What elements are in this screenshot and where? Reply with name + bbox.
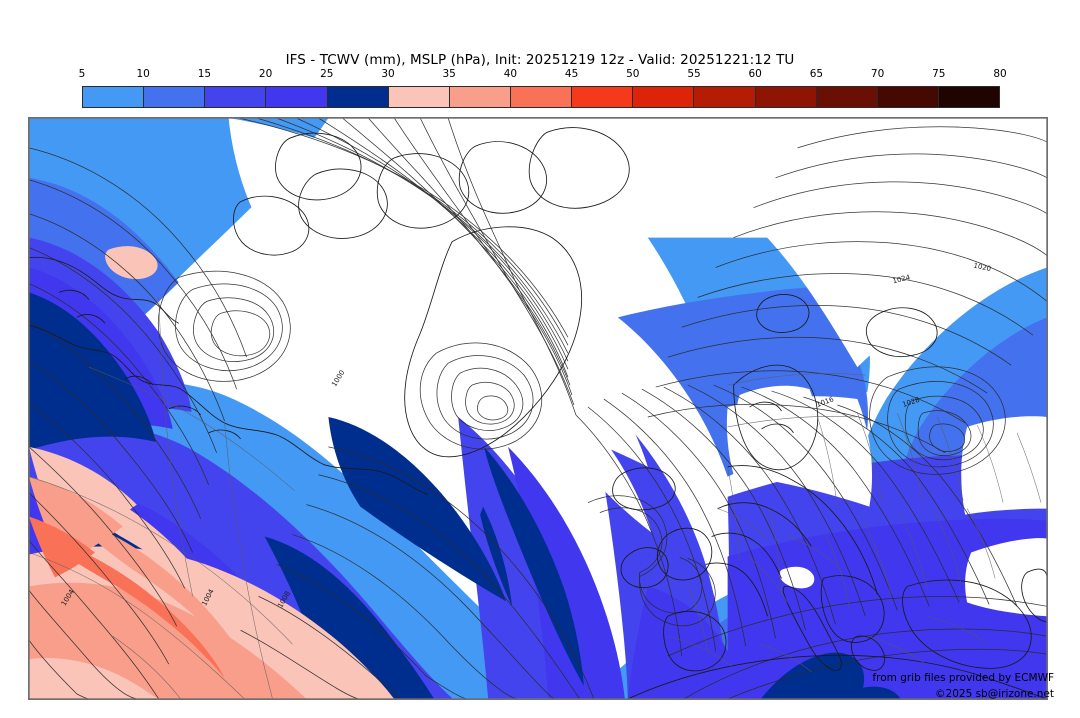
colorbar-band-40-45 xyxy=(510,87,573,107)
colorbar-tick-40: 40 xyxy=(503,68,518,80)
colorbar-tick-30: 30 xyxy=(381,68,395,80)
page-title: IFS - TCWV (mm), MSLP (hPa), Init: 20251… xyxy=(285,52,795,68)
colorbar-band-30-35 xyxy=(388,87,450,107)
colorbar-tick-35: 35 xyxy=(442,68,456,80)
colorbar-band-15-20 xyxy=(205,87,267,107)
credit-copyright: ©2025 sb@irizone.net xyxy=(935,688,1054,700)
colorbar-band-55-60 xyxy=(694,87,756,107)
colorbar-band-45-50 xyxy=(572,87,634,107)
colorbar-tick-5: 5 xyxy=(78,68,86,80)
colorbar-tick-labels: 5 10 15 20 25 30 35 40 45 50 55 60 65 70 75 80 xyxy=(78,68,1007,82)
colorbar-tick-70: 70 xyxy=(870,68,885,80)
colorbar-band-75-80 xyxy=(938,87,1000,107)
colorbar-band-20-25 xyxy=(266,87,328,107)
colorbar-bands xyxy=(82,86,1000,108)
contour-label: 1020 xyxy=(973,262,992,274)
colorbar-band-70-75 xyxy=(877,87,939,107)
colorbar-tick-20: 20 xyxy=(258,68,273,80)
map-canvas[interactable]: 1000 1004 1008 1004 1028 1024 1016 1020 xyxy=(28,117,1048,700)
colorbar-band-10-15 xyxy=(144,87,206,107)
colorbar-band-25-30 xyxy=(327,87,389,107)
colorbar-band-60-65 xyxy=(755,87,817,107)
colorbar-tick-55: 55 xyxy=(687,68,701,80)
colorbar-tick-25: 25 xyxy=(320,68,334,80)
colorbar-tick-45: 45 xyxy=(564,68,579,80)
colorbar-tick-60: 60 xyxy=(748,68,762,80)
colorbar-tick-50: 50 xyxy=(626,68,640,80)
colorbar-tick-10: 10 xyxy=(136,68,150,80)
colorbar-band-35-40 xyxy=(449,87,511,107)
colorbar-tick-15: 15 xyxy=(197,68,212,80)
colorbar-tick-75: 75 xyxy=(932,68,946,80)
colorbar-band-50-55 xyxy=(633,87,695,107)
colorbar-band-65-70 xyxy=(816,87,878,107)
colorbar-tick-80: 80 xyxy=(993,68,1007,80)
colorbar xyxy=(82,86,1000,108)
credit-source: from grib files provided by ECMWF xyxy=(872,672,1054,684)
colorbar-tick-65: 65 xyxy=(809,68,824,80)
map-svg: 1000 1004 1008 1004 1028 1024 1016 1020 xyxy=(29,118,1047,699)
colorbar-band-5-10 xyxy=(83,87,145,107)
